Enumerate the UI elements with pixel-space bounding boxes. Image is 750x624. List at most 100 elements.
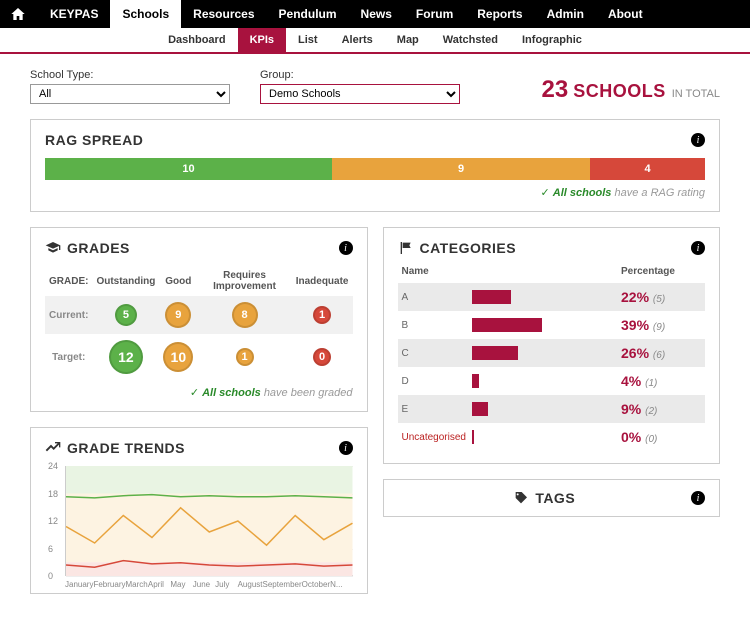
trend-x-label: July: [215, 580, 237, 589]
trend-y-tick: 12: [48, 516, 58, 526]
grades-col-header: Requires Improvement: [197, 266, 291, 296]
tag-icon: [513, 490, 529, 506]
category-row: C26% (6): [398, 339, 706, 367]
trend-y-tick: 6: [48, 544, 53, 554]
grade-bubble: 1: [236, 348, 254, 366]
rag-segment: 9: [332, 158, 590, 180]
home-icon[interactable]: [10, 6, 26, 22]
nav-top-forum[interactable]: Forum: [404, 0, 465, 28]
category-pct: 22% (5): [621, 289, 701, 305]
category-name: D: [402, 376, 472, 387]
grades-col-header: Inadequate: [292, 266, 353, 296]
grades-panel: GRADES i GRADE:OutstandingGoodRequires I…: [30, 227, 368, 412]
category-bar: [472, 318, 542, 332]
trends-panel: GRADE TRENDS i 24181260 JanuaryFebruaryM…: [30, 427, 368, 594]
nav-sub-alerts[interactable]: Alerts: [330, 28, 385, 52]
grade-bubble: 1: [313, 306, 331, 324]
info-icon[interactable]: i: [339, 241, 353, 255]
categories-panel: CATEGORIES i Name Percentage A 22% (5) B 39…: [383, 227, 721, 464]
nav-sub-watchsted[interactable]: Watchsted: [431, 28, 510, 52]
chart-icon: [45, 440, 61, 456]
category-pct: 0% (0): [621, 429, 701, 445]
nav-sub-infographic[interactable]: Infographic: [510, 28, 594, 52]
nav-top-schools[interactable]: Schools: [110, 0, 181, 28]
nav-sub-kpis[interactable]: KPIs: [238, 28, 286, 52]
category-row: Uncategorised 0% (0): [398, 423, 706, 451]
category-name: Uncategorised: [402, 432, 472, 443]
category-pct: 9% (2): [621, 401, 701, 417]
grades-row-label: Current:: [45, 296, 92, 334]
info-icon[interactable]: i: [691, 241, 705, 255]
nav-top-reports[interactable]: Reports: [465, 0, 534, 28]
trend-y-tick: 18: [48, 489, 58, 499]
trend-x-label: October: [302, 580, 330, 589]
nav-top: KEYPASSchoolsResourcesPendulumNewsForumR…: [0, 0, 750, 28]
trend-x-label: May: [170, 580, 192, 589]
grades-note: ✓All schools have been graded: [45, 386, 353, 399]
trend-x-label: March: [125, 580, 147, 589]
category-bar: [472, 290, 512, 304]
category-name: E: [402, 404, 472, 415]
trends-title: GRADE TRENDS: [45, 440, 185, 456]
trend-x-label: September: [263, 580, 302, 589]
info-icon[interactable]: i: [691, 491, 705, 505]
grade-bubble: 10: [163, 342, 193, 372]
trend-x-label: August: [238, 580, 263, 589]
info-icon[interactable]: i: [691, 133, 705, 147]
nav-top-pendulum[interactable]: Pendulum: [267, 0, 349, 28]
category-name: B: [402, 320, 472, 331]
categories-title: CATEGORIES: [398, 240, 517, 256]
grade-bubble: 12: [109, 340, 143, 374]
category-row: E 9% (2): [398, 395, 706, 423]
grades-row-label: Target:: [45, 334, 92, 380]
categories-header: Name Percentage: [398, 266, 706, 283]
rag-note: ✓All schools have a RAG rating: [45, 186, 705, 199]
grades-table: GRADE:OutstandingGoodRequires Improvemen…: [45, 266, 353, 380]
nav-top-keypas[interactable]: KEYPAS: [38, 0, 110, 28]
nav-sub-list[interactable]: List: [286, 28, 330, 52]
tags-title: TAGS: [513, 490, 575, 506]
group-filter: Group: Demo Schools: [260, 69, 460, 104]
school-type-select[interactable]: All: [30, 84, 230, 104]
rag-title: RAG SPREAD: [45, 132, 143, 148]
category-bar: [472, 346, 519, 360]
grades-title: GRADES: [45, 240, 130, 256]
totals: 23 SCHOOLS IN TOTAL: [541, 76, 720, 104]
trend-x-label: N...: [330, 580, 352, 589]
nav-top-resources[interactable]: Resources: [181, 0, 266, 28]
grade-bubble: 5: [115, 304, 137, 326]
rag-panel: RAG SPREAD i 1094 ✓All schools have a RA…: [30, 119, 720, 212]
nav-sub-dashboard[interactable]: Dashboard: [156, 28, 237, 52]
info-icon[interactable]: i: [339, 441, 353, 455]
grade-bubble: 0: [313, 348, 331, 366]
rag-bar: 1094: [45, 158, 705, 180]
rag-segment: 10: [45, 158, 332, 180]
trend-y-tick: 0: [48, 571, 53, 581]
total-suffix: IN TOTAL: [672, 88, 720, 100]
trend-chart: 24181260: [65, 466, 353, 576]
trend-x-label: January: [65, 580, 93, 589]
category-row: A 22% (5): [398, 283, 706, 311]
category-row: B 39% (9): [398, 311, 706, 339]
nav-top-admin[interactable]: Admin: [535, 0, 596, 28]
nav-sub: DashboardKPIsListAlertsMapWatchstedInfog…: [0, 28, 750, 54]
trend-y-tick: 24: [48, 461, 58, 471]
tags-panel: TAGS i: [383, 479, 721, 517]
grade-bubble: 9: [165, 302, 191, 328]
school-type-filter: School Type: All: [30, 69, 230, 104]
category-bar: [472, 402, 488, 416]
nav-top-news[interactable]: News: [349, 0, 404, 28]
nav-top-about[interactable]: About: [596, 0, 655, 28]
total-count: 23: [541, 76, 568, 104]
category-name: A: [402, 292, 472, 303]
total-label: SCHOOLS: [573, 81, 666, 102]
nav-sub-map[interactable]: Map: [385, 28, 431, 52]
category-bar: [472, 374, 479, 388]
trend-x-label: February: [93, 580, 125, 589]
category-pct: 26% (6): [621, 345, 701, 361]
category-pct: 39% (9): [621, 317, 701, 333]
school-type-label: School Type:: [30, 69, 230, 81]
trend-x-label: April: [148, 580, 170, 589]
grades-col-header: Outstanding: [92, 266, 159, 296]
group-select[interactable]: Demo Schools: [260, 84, 460, 104]
